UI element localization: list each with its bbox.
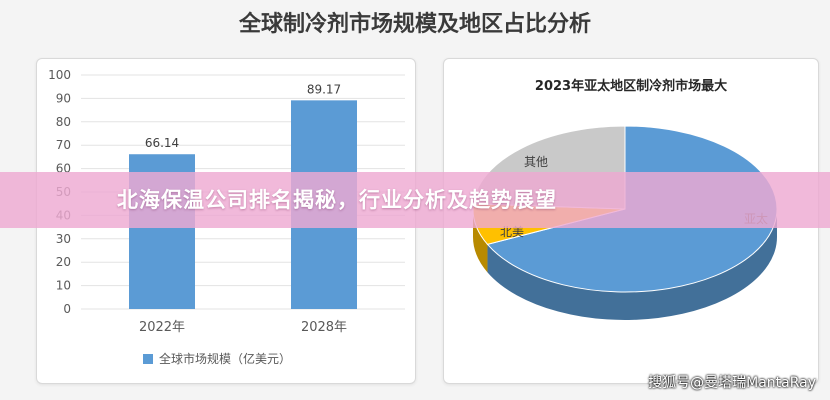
y-tick-label: 70 [56,138,71,152]
x-tick-label: 2028年 [301,320,347,335]
data-label: 89.17 [307,82,341,96]
banner-overlay [0,172,830,228]
chart-title: 2023年亚太地区制冷剂市场最大 [535,78,727,94]
banner-text: 北海保温公司排名揭秘，行业分析及趋势展望 [117,188,557,212]
y-tick-label: 100 [48,68,71,82]
pie-slice-side [487,209,777,320]
legend-label: 全球市场规模（亿美元） [159,351,291,366]
pie-label: 其他 [524,155,548,169]
data-label: 66.14 [145,136,179,150]
watermark: 搜狐号@曼塔瑞MantaRay [648,375,816,391]
y-tick-label: 90 [56,91,71,105]
y-tick-label: 10 [56,279,71,293]
legend-swatch [143,354,153,364]
page-title: 全球制冷剂市场规模及地区占比分析 [238,12,591,37]
y-tick-label: 0 [63,302,71,316]
pie-slice-side [473,209,488,273]
y-tick-label: 20 [56,255,71,269]
x-tick-label: 2022年 [139,320,185,335]
y-tick-label: 30 [56,232,71,246]
pie-label: 北美 [500,225,524,239]
y-tick-label: 80 [56,115,71,129]
